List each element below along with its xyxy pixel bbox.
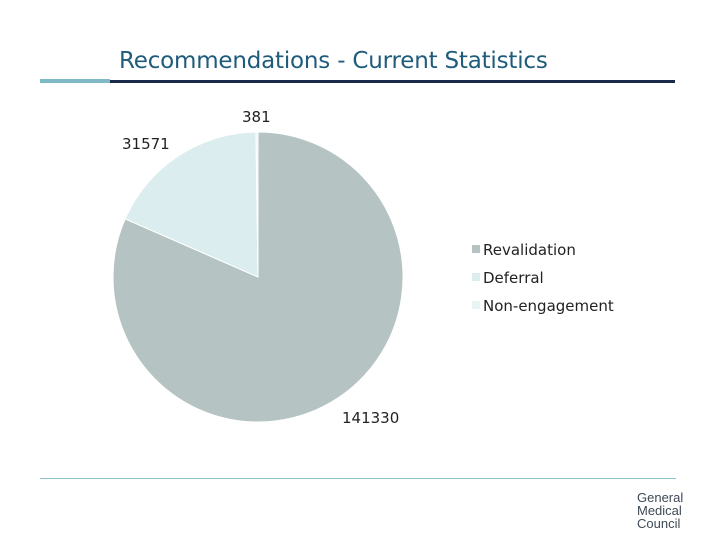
title-rule bbox=[110, 80, 675, 83]
pie-slice-non-engagement bbox=[255, 131, 259, 278]
page-title: Recommendations - Current Statistics bbox=[119, 48, 548, 74]
logo-line-general: General bbox=[637, 490, 684, 505]
data-label-revalidation: 141330 bbox=[342, 409, 399, 427]
legend-label-revalidation: Revalidation bbox=[483, 241, 576, 259]
footer-rule bbox=[40, 478, 676, 479]
logo-line-council: Council bbox=[637, 516, 681, 531]
legend-swatch-non-engagement bbox=[472, 301, 480, 309]
gmc-logo: General Medical Council bbox=[637, 491, 683, 530]
data-label-non-engagement: 381 bbox=[242, 108, 271, 126]
title-accent-rule bbox=[40, 79, 110, 83]
logo-line-medical: Medical bbox=[637, 503, 682, 518]
pie-slice-deferral bbox=[124, 131, 259, 278]
legend-label-non-engagement: Non-engagement bbox=[483, 297, 614, 315]
legend-swatch-deferral bbox=[472, 273, 480, 281]
legend-label-deferral: Deferral bbox=[483, 269, 544, 287]
legend-swatch-revalidation bbox=[472, 245, 480, 253]
data-label-deferral: 31571 bbox=[122, 135, 170, 153]
